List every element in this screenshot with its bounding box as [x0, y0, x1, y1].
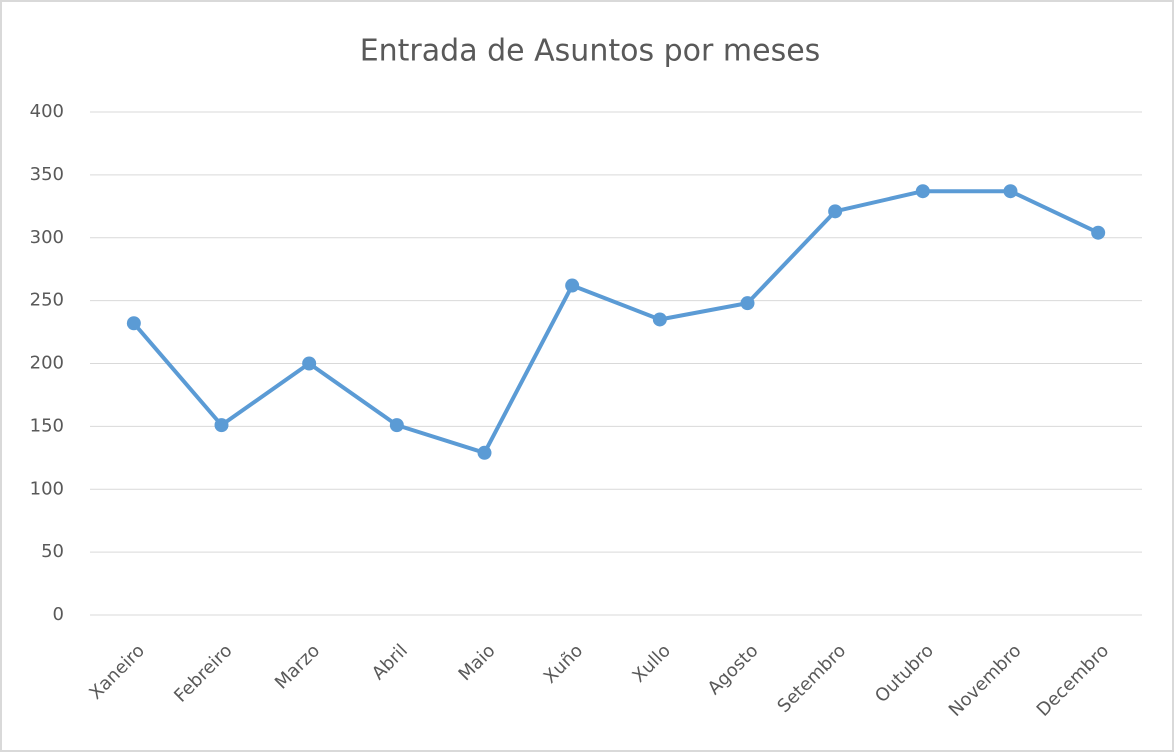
y-tick-label: 0 [53, 604, 64, 625]
data-point [477, 445, 492, 460]
data-point [302, 356, 317, 371]
y-tick-label: 400 [30, 101, 64, 122]
data-point [214, 418, 229, 433]
data-point [828, 204, 843, 219]
data-point [389, 418, 404, 433]
data-point [126, 316, 141, 331]
y-tick-label: 350 [30, 164, 64, 185]
series-line [132, 189, 1100, 455]
data-point [1003, 184, 1018, 199]
data-point [1091, 225, 1106, 240]
chart-title: Entrada de Asuntos por meses [360, 34, 821, 69]
y-tick-label: 100 [30, 478, 64, 499]
y-tick-label: 150 [30, 415, 64, 436]
y-tick-label: 300 [30, 227, 64, 248]
data-point [565, 278, 580, 293]
data-point [915, 184, 930, 199]
data-point [652, 312, 667, 327]
data-point [740, 296, 755, 311]
y-tick-label: 200 [30, 353, 64, 374]
y-tick-label: 250 [30, 290, 64, 311]
y-tick-label: 50 [41, 541, 64, 562]
